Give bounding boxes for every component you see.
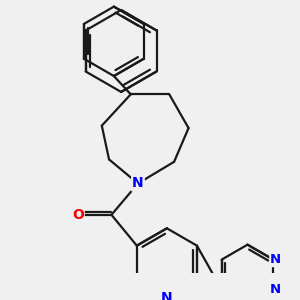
Text: N: N — [270, 283, 281, 296]
Text: N: N — [270, 253, 281, 266]
Text: O: O — [72, 208, 84, 222]
Text: N: N — [132, 176, 144, 190]
Text: N: N — [161, 291, 173, 300]
